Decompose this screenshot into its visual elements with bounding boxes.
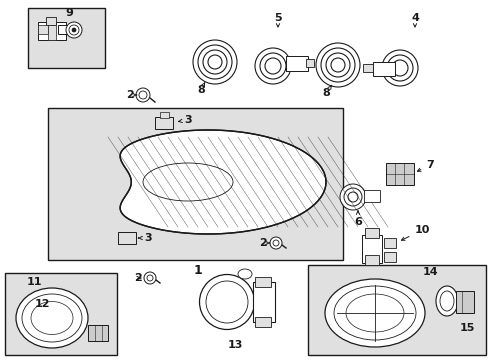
Text: 8: 8	[322, 85, 331, 98]
Bar	[455, 291, 473, 313]
Bar	[252, 282, 274, 322]
Text: 3: 3	[138, 233, 151, 243]
Bar	[254, 317, 270, 327]
Text: 1: 1	[193, 264, 202, 276]
Bar	[38, 25, 48, 34]
Bar	[254, 277, 270, 287]
Bar	[88, 325, 108, 341]
Bar	[46, 17, 56, 25]
Text: 10: 10	[401, 225, 429, 240]
Bar	[364, 255, 378, 265]
Bar	[5, 273, 117, 355]
Circle shape	[254, 48, 290, 84]
Bar	[363, 190, 379, 202]
Circle shape	[272, 240, 279, 246]
Text: 12: 12	[34, 299, 50, 309]
Text: 11: 11	[26, 277, 41, 287]
Bar	[307, 265, 485, 355]
Bar	[383, 238, 395, 248]
Text: 8: 8	[197, 82, 204, 95]
Text: 3: 3	[178, 115, 191, 125]
Bar	[362, 64, 372, 72]
Text: 14: 14	[421, 267, 437, 277]
Ellipse shape	[238, 269, 251, 279]
Polygon shape	[120, 130, 325, 234]
Text: 13: 13	[227, 340, 242, 350]
Bar	[48, 108, 342, 260]
Bar	[361, 235, 381, 263]
Bar	[48, 22, 56, 40]
Bar	[385, 163, 413, 185]
Text: 15: 15	[458, 323, 474, 333]
Circle shape	[315, 43, 359, 87]
Bar	[28, 8, 105, 68]
Text: 2: 2	[259, 238, 269, 248]
Text: 4: 4	[410, 13, 418, 27]
Bar	[383, 252, 395, 262]
Bar	[285, 56, 307, 71]
Ellipse shape	[435, 286, 457, 316]
Ellipse shape	[325, 279, 424, 347]
Circle shape	[143, 272, 156, 284]
Ellipse shape	[16, 288, 88, 348]
Text: 2: 2	[134, 273, 142, 283]
Circle shape	[66, 22, 82, 38]
Circle shape	[193, 40, 237, 84]
Bar	[372, 62, 394, 76]
Bar	[160, 112, 169, 118]
Bar	[58, 25, 70, 34]
Text: 9: 9	[65, 8, 73, 18]
Circle shape	[139, 91, 147, 99]
Bar	[364, 228, 378, 238]
Text: 7: 7	[417, 160, 433, 171]
Text: 2: 2	[126, 90, 137, 100]
Ellipse shape	[199, 274, 254, 329]
Bar	[38, 22, 66, 40]
Bar	[118, 232, 136, 244]
Circle shape	[381, 50, 417, 86]
Circle shape	[339, 184, 365, 210]
Circle shape	[147, 275, 153, 281]
Circle shape	[72, 28, 76, 32]
Circle shape	[269, 237, 282, 249]
Text: 6: 6	[353, 211, 361, 227]
Bar	[305, 59, 313, 67]
Bar	[155, 117, 173, 129]
Circle shape	[69, 25, 79, 35]
Circle shape	[136, 88, 150, 102]
Text: 5: 5	[274, 13, 281, 27]
